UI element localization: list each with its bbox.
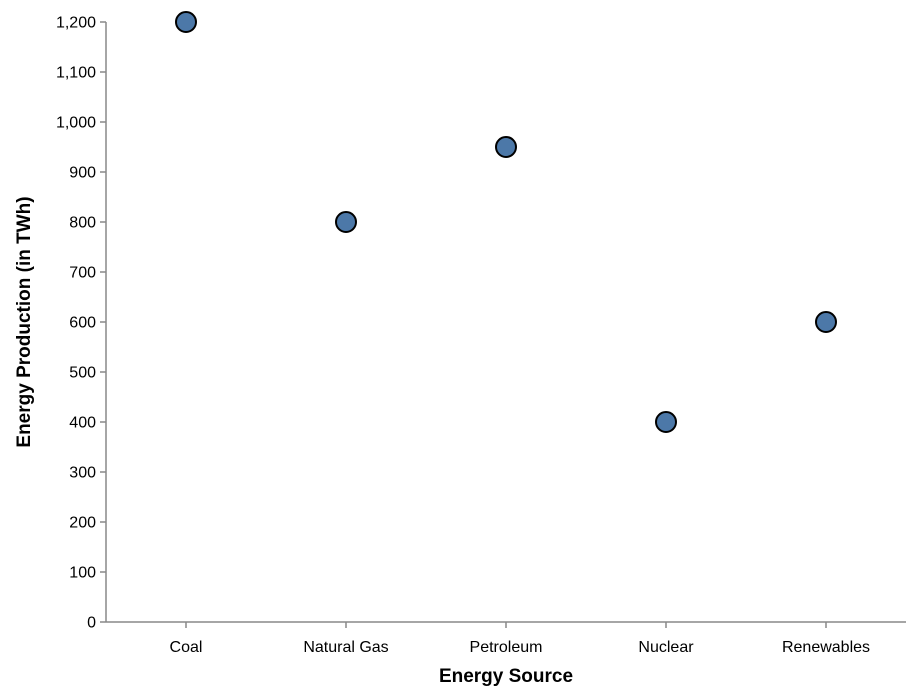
y-tick-label: 0 xyxy=(87,615,96,632)
y-tick-label: 400 xyxy=(69,415,96,432)
data-point xyxy=(815,311,837,333)
x-tick-label: Coal xyxy=(170,639,203,656)
y-tick-label: 300 xyxy=(69,465,96,482)
x-tick-label: Renewables xyxy=(782,639,870,656)
y-tick-label: 600 xyxy=(69,315,96,332)
data-points xyxy=(175,11,837,433)
y-tick-label: 1,200 xyxy=(56,15,96,32)
data-point xyxy=(175,11,197,33)
x-axis: Coal Natural Gas Petroleum Nuclear Renewable… xyxy=(106,621,906,656)
y-tick-label: 200 xyxy=(69,515,96,532)
y-tick-label: 1,000 xyxy=(56,115,96,132)
data-point xyxy=(655,411,677,433)
data-point xyxy=(335,211,357,233)
y-tick-label: 500 xyxy=(69,365,96,382)
y-axis-title: Energy Production (in TWh) xyxy=(14,196,35,447)
x-tick-label: Petroleum xyxy=(470,639,543,656)
y-axis: 0 100 200 300 400 500 600 700 800 900 1,000 1,100 1,… xyxy=(56,15,107,632)
x-axis-title: Energy Source xyxy=(439,666,573,687)
x-tick-label: Natural Gas xyxy=(303,639,388,656)
x-tick-label: Nuclear xyxy=(638,639,694,656)
y-tick-label: 1,100 xyxy=(56,65,96,82)
y-tick-label: 900 xyxy=(69,165,96,182)
data-point xyxy=(495,136,517,158)
y-tick-label: 700 xyxy=(69,265,96,282)
y-tick-label: 100 xyxy=(69,565,96,582)
y-tick-label: 800 xyxy=(69,215,96,232)
